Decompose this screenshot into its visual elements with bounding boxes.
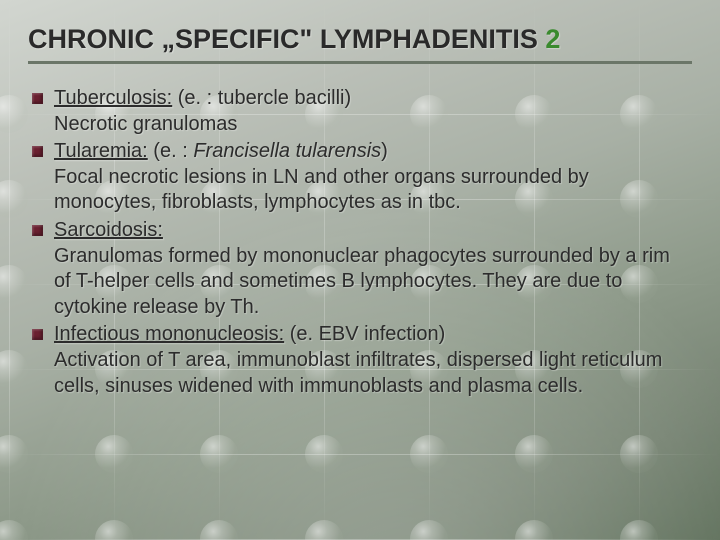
slide-title: CHRONIC „SPECIFIC" LYMPHADENITIS 2 [28, 24, 692, 64]
bullet-icon [32, 146, 43, 157]
item-body: Activation of T area, immunoblast infilt… [54, 348, 692, 399]
slide: CHRONIC „SPECIFIC" LYMPHADENITIS 2 Tuber… [0, 0, 720, 540]
title-text: CHRONIC „SPECIFIC" LYMPHADENITIS [28, 24, 545, 54]
item-body: Granulomas formed by mononuclear phagocy… [54, 244, 692, 321]
list-item: Infectious mononucleosis: (e. EBV infect… [54, 322, 692, 399]
bullet-icon [32, 93, 43, 104]
list-item: Sarcoidosis: Granulomas formed by mononu… [54, 218, 692, 320]
list-item: Tularemia: (e. : Francisella tularensis)… [54, 139, 692, 216]
item-heading: Sarcoidosis: [54, 218, 692, 244]
content-area: Tuberculosis: (e. : tubercle bacilli) Ne… [28, 86, 692, 399]
list-item: Tuberculosis: (e. : tubercle bacilli) Ne… [54, 86, 692, 137]
item-body: Necrotic granulomas [54, 112, 692, 138]
bullet-icon [32, 225, 43, 236]
item-heading: Infectious mononucleosis: (e. EBV infect… [54, 322, 692, 348]
item-body: Focal necrotic lesions in LN and other o… [54, 165, 692, 216]
title-number: 2 [545, 24, 560, 54]
bullet-icon [32, 329, 43, 340]
item-heading: Tuberculosis: (e. : tubercle bacilli) [54, 86, 692, 112]
item-heading: Tularemia: (e. : Francisella tularensis) [54, 139, 692, 165]
